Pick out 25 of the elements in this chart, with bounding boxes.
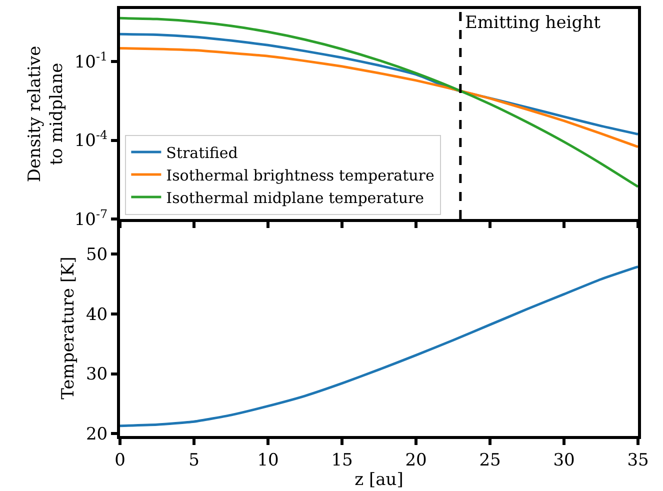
line-series <box>120 16 638 188</box>
x-tick-label: 0 <box>114 450 126 470</box>
y-axis-title: Temperature [K] <box>58 256 79 400</box>
x-tick-label: 5 <box>188 450 200 470</box>
line-series <box>120 265 638 428</box>
y-tick-label: 10$^{-4}$ <box>74 128 108 152</box>
legend-label: Isothermal midplane temperature <box>166 188 424 207</box>
x-tick-label: 10 <box>257 450 279 470</box>
y-tick-label: 50 <box>86 245 108 266</box>
x-axis-title: z [au] <box>354 470 404 490</box>
legend-label: Isothermal brightness temperature <box>166 166 434 184</box>
y-axis-title: Density relative to midplane <box>24 46 67 182</box>
y-tick-label: 10$^{-7}$ <box>74 206 108 230</box>
x-tick-label: 25 <box>479 450 501 470</box>
ref-line-label: Emitting height <box>465 13 601 33</box>
y-tick-label: 20 <box>86 424 108 445</box>
legend-label: Stratified <box>166 144 238 162</box>
x-tick-label: 20 <box>405 450 427 470</box>
x-tick-label: 35 <box>627 450 649 470</box>
line-series <box>120 46 638 148</box>
x-tick-label: 15 <box>331 450 353 470</box>
x-tick-label: 30 <box>553 450 575 470</box>
y-tick-label: 10$^{-1}$ <box>74 49 108 72</box>
y-tick-label: 30 <box>86 364 108 385</box>
y-tick-label: 40 <box>86 304 108 325</box>
